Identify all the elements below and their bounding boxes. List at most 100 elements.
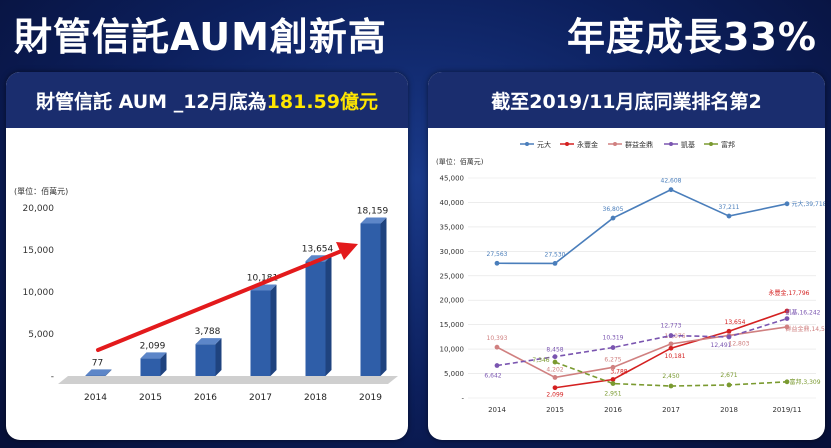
bar-value-label: 77 — [92, 358, 103, 368]
bar-top — [195, 338, 222, 345]
series-point — [668, 345, 674, 351]
series-point — [668, 383, 674, 389]
bar-y-tick: 5,000 — [28, 330, 54, 340]
bar-front — [305, 261, 326, 376]
line-x-tick: 2016 — [604, 406, 622, 414]
series-data-label: 13,654 — [725, 319, 746, 326]
series-data-label: 凱基,16,242 — [786, 309, 821, 317]
series-point — [552, 375, 558, 380]
bar-front — [140, 358, 161, 376]
series-data-label: 12,803 — [729, 340, 750, 347]
legend-label: 元大 — [537, 140, 551, 149]
legend-item-永豐金: 永豐金 — [560, 140, 598, 149]
bar-value-label: 10,181 — [247, 273, 279, 283]
legend-label: 群益金鼎 — [625, 140, 653, 149]
legend-marker — [709, 142, 713, 146]
bar-front — [195, 344, 216, 376]
series-元大 — [494, 187, 790, 266]
series-point — [784, 379, 790, 385]
series-line — [496, 326, 788, 379]
series-point — [494, 363, 500, 368]
series-data-label: 2,951 — [604, 391, 621, 398]
bar-front — [85, 375, 106, 376]
bar-2019 — [360, 217, 387, 376]
bar-front — [360, 223, 381, 376]
ranking-panel: 截至2019/11月底同業排名第2 (單位：佰萬元) - 5,000 10,000 15… — [428, 72, 825, 440]
series-point — [552, 359, 558, 365]
bar-2015 — [140, 352, 167, 376]
headline-left: 財管信託AUM創新高 — [14, 15, 387, 59]
growth-arrow-head — [336, 242, 358, 260]
series-data-label: 6,275 — [604, 356, 621, 363]
line-unit-label: (單位：佰萬元) — [436, 157, 484, 166]
series-data-label: 27,563 — [487, 251, 508, 258]
line-y-tick: 15,000 — [440, 321, 465, 329]
line-y-tick: 5,000 — [444, 370, 464, 378]
series-data-label: 27,530 — [545, 251, 566, 258]
series-point — [668, 341, 674, 347]
series-data-label: 37,211 — [719, 204, 740, 211]
series-data-label: 3,788 — [610, 368, 627, 375]
bar-side — [160, 352, 167, 376]
series-point — [552, 385, 558, 391]
bar-side — [380, 217, 387, 376]
legend-marker — [613, 142, 617, 146]
series-line — [496, 188, 788, 265]
line-y-tick: 40,000 — [440, 199, 465, 207]
bar-floor — [58, 376, 398, 384]
legend-item-元大: 元大 — [520, 140, 551, 149]
bar-2017 — [250, 284, 277, 376]
bar-unit-label: (單位：佰萬元) — [14, 186, 68, 196]
bar-2014 — [85, 369, 112, 376]
series-line — [496, 317, 788, 367]
series-point — [726, 328, 732, 334]
legend-marker — [565, 142, 569, 146]
series-data-label: 10,393 — [487, 335, 508, 342]
line-y-tick: 25,000 — [440, 272, 465, 280]
legend-marker — [669, 142, 673, 146]
aum-heading-highlight: 181.59億元 — [266, 90, 378, 113]
line-y-tick: 45,000 — [440, 175, 465, 183]
aum-heading-text: 財管信託 AUM _12月底為 — [36, 90, 267, 113]
bar-top — [140, 352, 167, 359]
bar-side — [325, 255, 332, 376]
aum-panel-heading: 財管信託 AUM _12月底為 181.59億元 — [6, 72, 408, 128]
series-data-label: 10,319 — [603, 335, 624, 342]
line-y-tick: 20,000 — [440, 297, 465, 305]
bar-x-tick: 2019 — [359, 393, 382, 403]
series-point — [494, 344, 500, 350]
series-point — [494, 260, 500, 266]
series-point — [784, 201, 790, 207]
series-data-label: 2,671 — [720, 372, 737, 379]
line-y-tick: 35,000 — [440, 223, 465, 231]
series-data-label: 7,346 — [532, 357, 549, 364]
series-point — [726, 334, 732, 340]
series-point — [610, 215, 616, 221]
series-point — [784, 316, 790, 321]
series-凱基 — [494, 316, 790, 368]
line-x-tick: 2015 — [546, 406, 564, 414]
line-y-tick: - — [461, 395, 464, 403]
series-data-label: 永豐金,17,796 — [769, 289, 810, 297]
headline-right: 年度成長33% — [567, 15, 817, 59]
bar-front — [250, 290, 271, 376]
series-data-label: 12,491 — [711, 342, 732, 349]
bar-x-tick: 2016 — [194, 393, 217, 403]
series-point — [668, 187, 674, 193]
series-point — [610, 381, 616, 386]
bar-y-tick: - — [51, 372, 54, 382]
bar-y-tick: 10,000 — [23, 288, 55, 298]
series-line — [554, 361, 788, 387]
bar-x-tick: 2014 — [84, 393, 107, 403]
aum-bar-chart: (單位：佰萬元) - 5,000 10,000 15,000 20,000 77 2014 2,… — [14, 186, 398, 403]
series-永豐金 — [552, 308, 790, 391]
bar-2016 — [195, 338, 222, 376]
series-point — [784, 324, 790, 330]
aum-panel: 財管信託 AUM _12月底為 181.59億元 (單位：佰萬元) - 5,000 10… — [6, 72, 408, 440]
bar-2018 — [305, 255, 332, 376]
legend-item-凱基: 凱基 — [664, 140, 695, 149]
line-x-tick: 2018 — [720, 406, 738, 414]
series-point — [726, 382, 732, 388]
legend-item-群益金鼎: 群益金鼎 — [608, 140, 653, 149]
bar-y-tick: 20,000 — [23, 204, 55, 214]
